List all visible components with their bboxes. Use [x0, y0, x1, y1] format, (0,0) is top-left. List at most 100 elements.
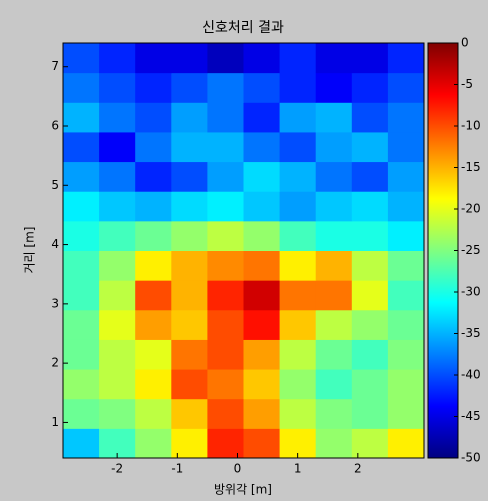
colorbar: [427, 42, 459, 459]
heatmap-cell: [207, 131, 244, 163]
heatmap-cell: [171, 191, 208, 222]
heatmap-cell: [99, 250, 136, 281]
heatmap-cell: [315, 72, 353, 103]
heatmap-cell: [135, 339, 172, 370]
x-tick-label: -1: [171, 462, 183, 476]
colorbar-tick-label: -10: [461, 119, 481, 133]
heatmap-cell: [171, 339, 208, 370]
heatmap-cell: [135, 43, 172, 74]
colorbar-tick-label: -20: [461, 202, 481, 216]
heatmap-cell: [171, 398, 208, 429]
y-axis-label: 거리 [m]: [23, 227, 37, 274]
heatmap-cell: [171, 72, 208, 103]
heatmap-cell: [387, 220, 425, 251]
plot-frame: [62, 42, 425, 459]
heatmap-cell: [315, 309, 353, 340]
heatmap-cell: [279, 131, 317, 163]
heatmap-cell: [135, 250, 172, 281]
heatmap-cell: [63, 280, 100, 311]
heatmap-cell: [351, 309, 389, 340]
heatmap-cell: [171, 131, 208, 163]
heatmap-cell: [315, 43, 353, 74]
heatmap-cell: [99, 309, 136, 340]
heatmap-cell: [315, 398, 353, 429]
heatmap-cell: [63, 72, 100, 103]
heatmap-cell: [279, 161, 317, 192]
heatmap-cell: [135, 161, 172, 192]
heatmap-cell: [243, 309, 281, 340]
heatmap-cell: [63, 428, 100, 459]
heatmap-cell: [135, 369, 172, 400]
heatmap-cell: [207, 369, 244, 400]
x-axis-label: 방위각 [m]: [214, 483, 272, 497]
heatmap-cell: [135, 280, 172, 311]
heatmap-cell: [135, 309, 172, 340]
y-tick-label: 2: [51, 356, 59, 370]
heatmap-cell: [351, 43, 389, 74]
heatmap-cell: [63, 250, 100, 281]
heatmap-cell: [279, 369, 317, 400]
heatmap-cell: [351, 339, 389, 370]
y-tick-label: 3: [51, 296, 59, 310]
heatmap-cell: [63, 161, 100, 192]
heatmap-cell: [279, 72, 317, 103]
heatmap-cell: [171, 250, 208, 281]
heatmap-cell: [243, 280, 281, 311]
heatmap-cell: [171, 309, 208, 340]
heatmap-cell: [387, 398, 425, 429]
heatmap-cell: [99, 43, 136, 74]
heatmap-cell: [387, 161, 425, 192]
heatmap-cell: [171, 428, 208, 459]
heatmap-cell: [243, 220, 281, 251]
heatmap-cell: [63, 220, 100, 251]
heatmap-cell: [171, 43, 208, 74]
heatmap-cell: [135, 102, 172, 133]
heatmap-cell: [243, 369, 281, 400]
heatmap-cell: [279, 398, 317, 429]
heatmap-cell: [315, 131, 353, 163]
heatmap-cell: [387, 339, 425, 370]
heatmap-cell: [207, 280, 244, 311]
colorbar-tick-label: -5: [461, 77, 473, 91]
x-tick-label: -2: [111, 462, 123, 476]
heatmap-cell: [63, 398, 100, 429]
heatmap-cell: [351, 131, 389, 163]
heatmap-cell: [387, 428, 425, 459]
heatmap-cell: [315, 250, 353, 281]
heatmap-cell: [279, 43, 317, 74]
colorbar-tick-label: -50: [461, 451, 481, 465]
heatmap-cell: [99, 191, 136, 222]
heatmap-cell: [135, 131, 172, 163]
heatmap-cell: [171, 220, 208, 251]
heatmap-cell: [351, 191, 389, 222]
heatmap-cell: [63, 43, 100, 74]
heatmap-cell: [243, 398, 281, 429]
heatmap-cell: [135, 428, 172, 459]
heatmap-cell: [63, 339, 100, 370]
heatmap-cell: [207, 102, 244, 133]
heatmap-cell: [171, 369, 208, 400]
heatmap-cell: [243, 161, 281, 192]
heatmap-cell: [135, 398, 172, 429]
y-tick-label: 4: [51, 237, 59, 251]
heatmap-cell: [351, 102, 389, 133]
heatmap-cell: [243, 102, 281, 133]
heatmap-cell: [351, 398, 389, 429]
heatmap-cell: [387, 309, 425, 340]
colorbar-tick-label: -45: [461, 409, 481, 423]
heatmap-cell: [99, 398, 136, 429]
heatmap-cell: [135, 220, 172, 251]
heatmap-cell: [387, 131, 425, 163]
heatmap-cell: [279, 191, 317, 222]
heatmap-cell: [207, 428, 244, 459]
heatmap-cell: [63, 369, 100, 400]
heatmap-cell: [387, 43, 425, 74]
heatmap-cell: [315, 280, 353, 311]
heatmap-cell: [207, 250, 244, 281]
heatmap-cell: [279, 309, 317, 340]
heatmap-cell: [207, 43, 244, 74]
heatmap-cell: [351, 72, 389, 103]
heatmap-cell: [351, 369, 389, 400]
heatmap-cell: [351, 220, 389, 251]
